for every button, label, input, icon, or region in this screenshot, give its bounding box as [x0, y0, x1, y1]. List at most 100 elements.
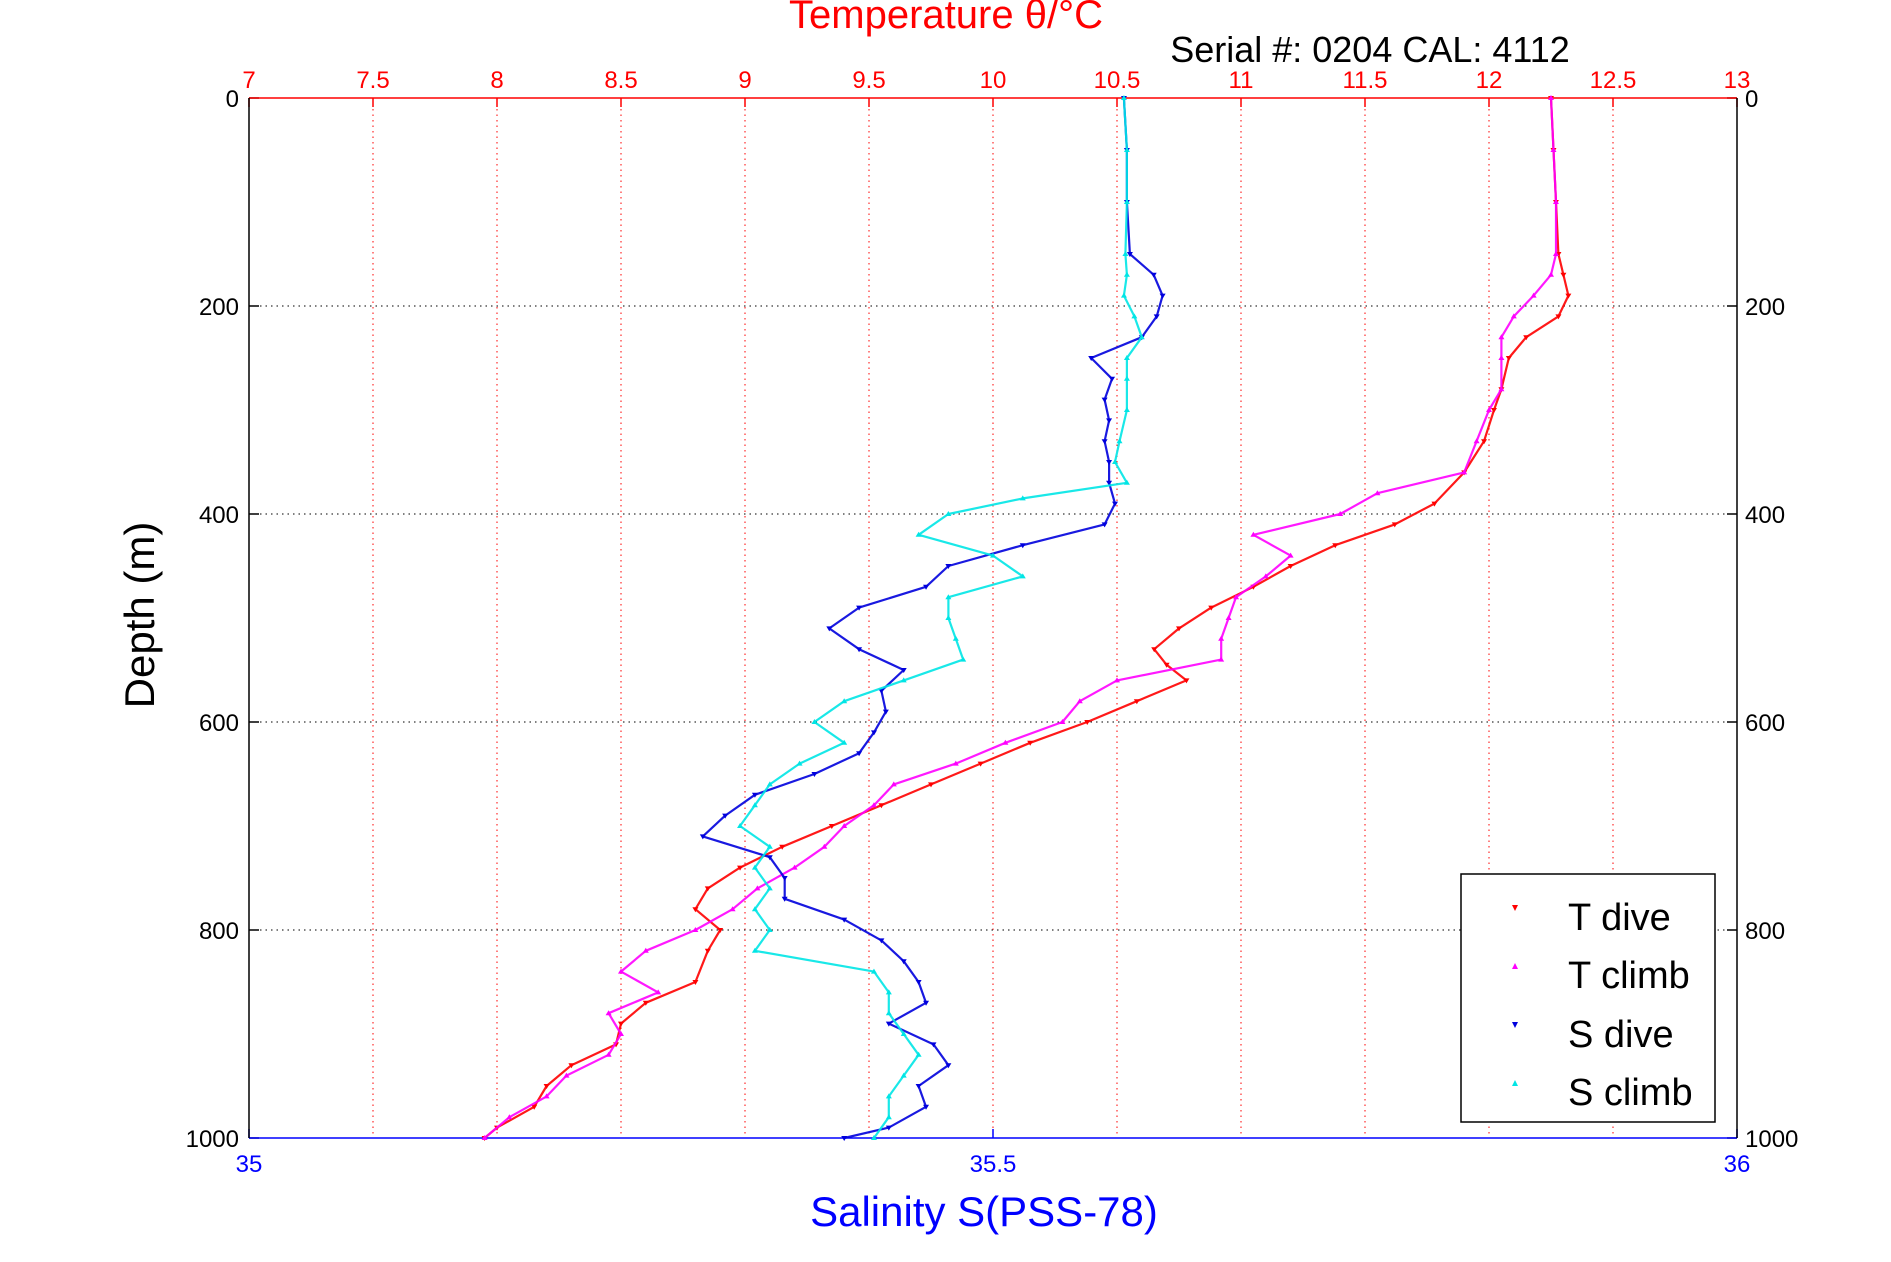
temperature-tick-label: 9.5 [852, 67, 885, 94]
data-point [1337, 511, 1344, 516]
data-point [1530, 292, 1537, 298]
data-point [1059, 719, 1066, 724]
data-point [737, 823, 744, 828]
data-point [890, 781, 897, 787]
data-point [1552, 251, 1559, 256]
data-point [900, 959, 907, 965]
data-point [722, 813, 729, 819]
data-point [543, 1093, 550, 1099]
temperature-tick-label: 13 [1724, 67, 1751, 94]
temperature-tick-label: 7 [242, 67, 255, 94]
legend: T dive T climb S dive S climb [1460, 873, 1716, 1123]
depth-tick-label-right: 400 [1745, 502, 1785, 529]
depth-tick-label-right: 600 [1745, 710, 1785, 737]
data-point [1109, 376, 1116, 382]
data-point [1473, 438, 1480, 444]
data-point [1233, 594, 1240, 600]
data-point [1287, 552, 1294, 558]
data-point [915, 1051, 922, 1057]
data-point [751, 906, 758, 912]
data-point [481, 1135, 488, 1140]
temperature-tick-label: 11 [1229, 67, 1254, 94]
data-point [945, 615, 952, 620]
data-point [1123, 407, 1130, 412]
series-layer [481, 95, 1572, 1141]
data-point [1523, 335, 1530, 341]
data-point [779, 844, 786, 850]
y-axis-label: Depth (m) [116, 522, 163, 709]
data-point [1084, 720, 1091, 725]
data-point [878, 688, 885, 694]
temperature-tick-label: 12.5 [1590, 67, 1637, 94]
legend-entry-s-climb: S climb [1512, 1072, 1693, 1114]
data-point [754, 885, 761, 891]
data-point [1114, 677, 1120, 683]
data-point [960, 656, 967, 662]
grid-lines [249, 98, 1737, 1138]
data-point [885, 989, 892, 995]
data-point [605, 1051, 612, 1057]
series-t-climb [481, 95, 1559, 1140]
data-point [1122, 251, 1129, 256]
data-point [1101, 522, 1108, 528]
data-point [1019, 495, 1026, 501]
data-point [828, 824, 835, 829]
data-point [945, 564, 952, 569]
data-point [923, 1000, 930, 1006]
data-point [915, 980, 922, 985]
data-point [1088, 356, 1095, 361]
depth-tick-label-left: 400 [199, 502, 239, 529]
data-point [811, 772, 818, 777]
data-point [1159, 293, 1166, 299]
data-point [781, 896, 788, 902]
data-point [531, 1104, 538, 1110]
data-point [1112, 501, 1119, 507]
depth-tick-label-right: 800 [1745, 918, 1785, 945]
data-point [1027, 740, 1034, 746]
temperature-tick-label: 10.5 [1094, 67, 1141, 94]
data-point [717, 928, 724, 933]
data-point [605, 1010, 612, 1016]
temperature-tick-label: 8 [490, 67, 503, 94]
data-point [885, 1010, 892, 1016]
data-point [900, 1031, 907, 1036]
data-point [1123, 355, 1130, 360]
data-point [791, 864, 798, 870]
series-s-climb [737, 95, 1145, 1140]
data-point [945, 594, 952, 600]
data-point [1126, 252, 1133, 257]
depth-tick-label-left: 600 [199, 710, 239, 737]
data-point [1374, 490, 1381, 496]
data-point [1123, 147, 1130, 152]
data-point [856, 605, 863, 611]
data-point [841, 1136, 848, 1141]
temperature-tick-label: 8.5 [604, 67, 637, 94]
data-point [655, 989, 662, 995]
legend-label-t-climb: T climb [1568, 955, 1690, 997]
depth-tick-label-left: 800 [199, 918, 239, 945]
legend-entry-t-dive: T dive [1512, 897, 1671, 939]
plot-frame [248, 97, 1738, 1139]
series-trace [738, 97, 1143, 1139]
data-point [885, 1021, 892, 1027]
chart-subtitle: Serial #: 0204 CAL: 4112 [1170, 29, 1570, 70]
data-point [878, 938, 885, 944]
data-point [737, 865, 744, 871]
data-point [692, 980, 699, 985]
data-point [856, 751, 863, 757]
chart-title: Temperature θ/°C [789, 0, 1103, 37]
data-point [952, 760, 959, 766]
data-point [618, 968, 624, 974]
data-point [1218, 656, 1225, 662]
legend-marker-t-dive [1512, 905, 1518, 911]
data-point [1116, 438, 1123, 444]
data-point [1498, 355, 1505, 360]
data-point [945, 511, 952, 516]
data-point [1550, 147, 1557, 152]
data-point [1332, 543, 1339, 549]
data-point [699, 834, 706, 840]
data-point [1555, 314, 1562, 320]
data-point [1019, 543, 1026, 549]
data-point [1510, 313, 1517, 319]
data-point [885, 1125, 892, 1131]
